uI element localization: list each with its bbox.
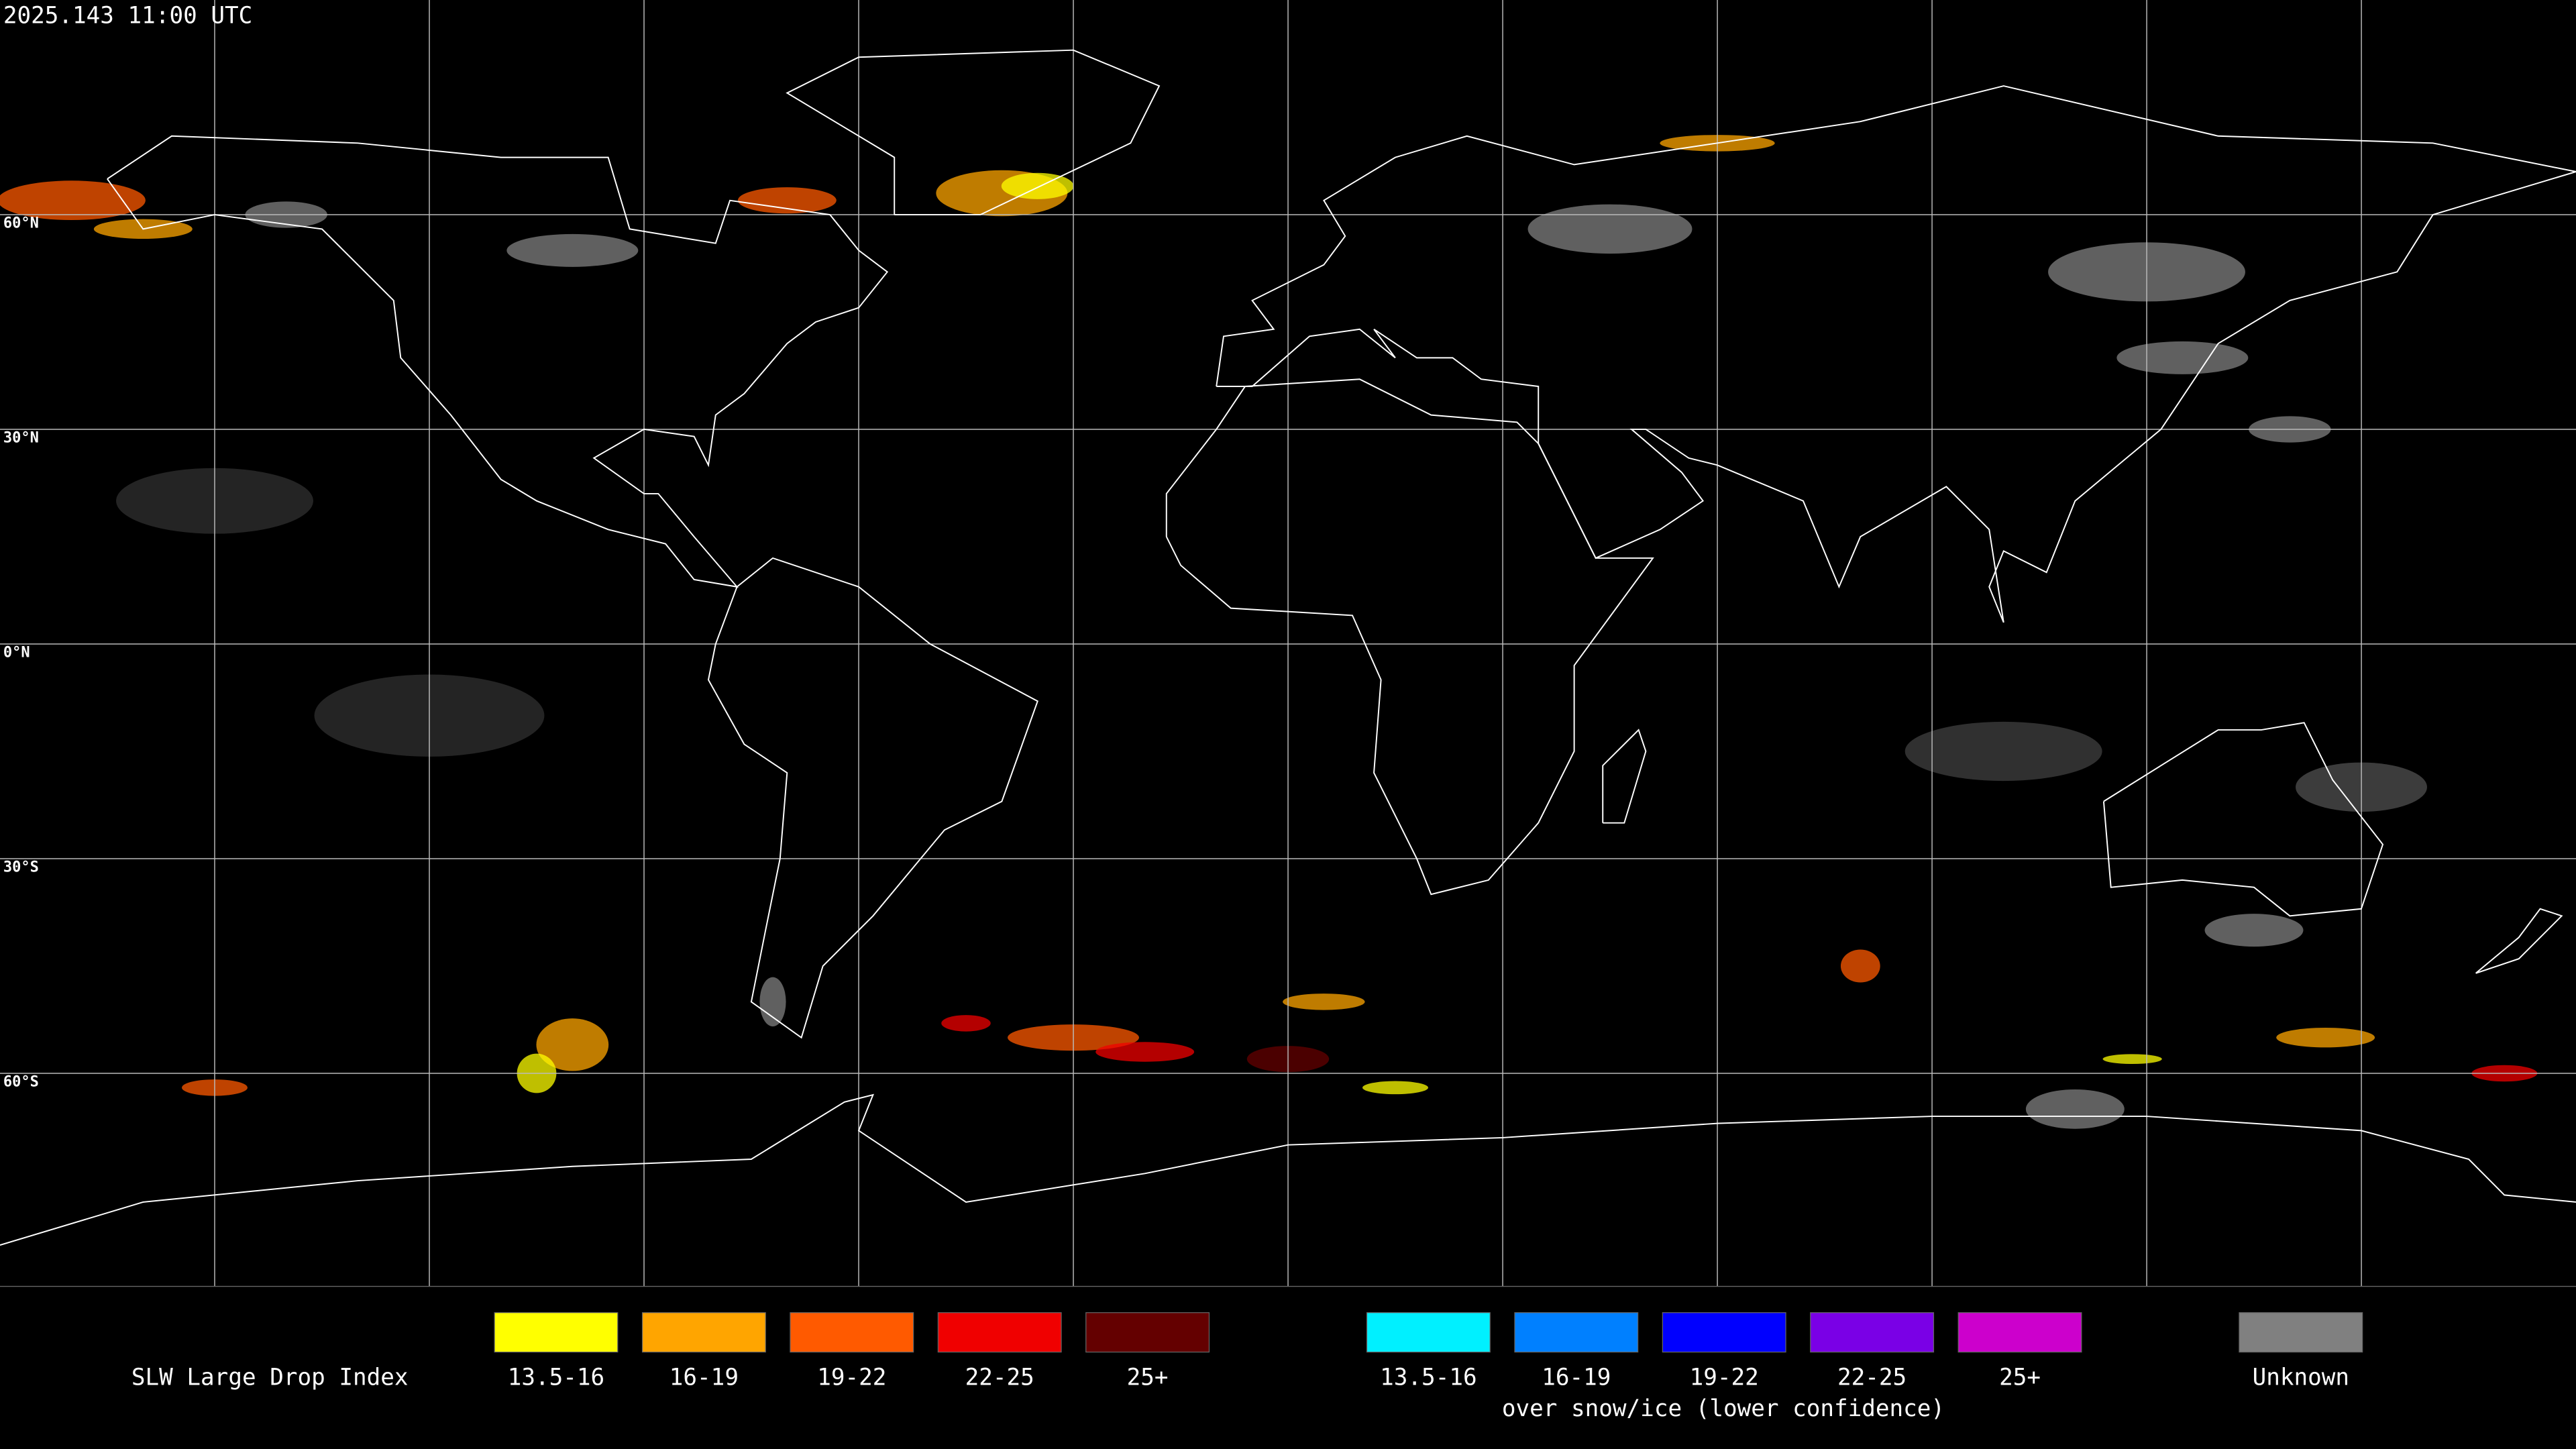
cloud-patch — [1283, 994, 1365, 1010]
cloud-patch — [2276, 1027, 2375, 1048]
cloud-patch — [1527, 204, 1693, 254]
cloud-patch — [1001, 172, 1074, 199]
legend-swatch — [790, 1312, 914, 1353]
cloud-patch — [1095, 1042, 1195, 1062]
graticule: 60°N 30°N 0°N 30°S 60°S — [0, 0, 2576, 1287]
legend-swatch — [2239, 1312, 2363, 1353]
latitude-label: 60°S — [3, 1074, 39, 1091]
coastline — [2102, 722, 2384, 917]
cloud-patch — [0, 180, 146, 221]
coastlines — [0, 49, 2576, 1246]
legend-label: Unknown — [2253, 1364, 2349, 1391]
cloud-patch — [759, 977, 786, 1027]
legend-swatch — [1810, 1312, 1935, 1353]
legend-label: 13.5-16 — [508, 1364, 604, 1391]
cloud-patch — [941, 1015, 991, 1032]
legend-swatch — [937, 1312, 1062, 1353]
latitude-label: 30°S — [3, 859, 39, 876]
cloud-patch — [1904, 721, 2102, 782]
cloud-patch — [2025, 1089, 2125, 1129]
cloud-patch — [2116, 341, 2249, 374]
legend-swatch — [1662, 1312, 1786, 1353]
coastline — [1602, 729, 1647, 824]
legend-label: 22-25 — [965, 1364, 1034, 1391]
coastline — [707, 557, 1038, 1039]
legend-swatch — [1085, 1312, 1210, 1353]
legend-label: 25+ — [1127, 1364, 1169, 1391]
legend-swatch — [1366, 1312, 1491, 1353]
coastline — [1216, 85, 2576, 623]
cloud-patch — [1362, 1081, 1428, 1095]
timestamp: 2025.143 11:00 UTC — [3, 2, 252, 29]
legend-label: 13.5-16 — [1380, 1364, 1477, 1391]
cloud-patch — [536, 1018, 609, 1071]
legend-swatch — [1957, 1312, 2082, 1353]
cloud-patch — [1840, 949, 1880, 983]
cloud-patch — [2204, 914, 2304, 947]
coastline — [107, 135, 889, 588]
legend-label: 19-22 — [1690, 1364, 1759, 1391]
latitude-label: 0°N — [3, 645, 30, 661]
coastline — [2475, 908, 2563, 974]
coastline — [786, 49, 1161, 216]
legend-label: 16-19 — [669, 1364, 739, 1391]
latitude-label: 30°N — [3, 430, 39, 447]
legend-label: 16-19 — [1542, 1364, 1611, 1391]
cloud-patch — [506, 233, 639, 267]
legend-label: 19-22 — [817, 1364, 886, 1391]
legend-swatch — [641, 1312, 766, 1353]
legend-label: 22-25 — [1837, 1364, 1907, 1391]
legend-swatch — [1514, 1312, 1639, 1353]
legend: 13.5-16 16-19 19-22 22-25 25+ 13.5-16 16-19 19-… — [494, 1312, 2363, 1391]
coastline — [1165, 378, 1654, 896]
legend-swatch — [494, 1312, 619, 1353]
coastline — [0, 1093, 2576, 1246]
legend-caption: over snow/ice (lower confidence) — [1502, 1395, 1945, 1422]
cloud-patch — [737, 187, 837, 214]
legend-title: SLW Large Drop Index — [131, 1364, 409, 1391]
cloud-patch — [2102, 1054, 2162, 1065]
latitude-label: 60°N — [3, 215, 39, 232]
legend-label: 25+ — [1999, 1364, 2041, 1391]
